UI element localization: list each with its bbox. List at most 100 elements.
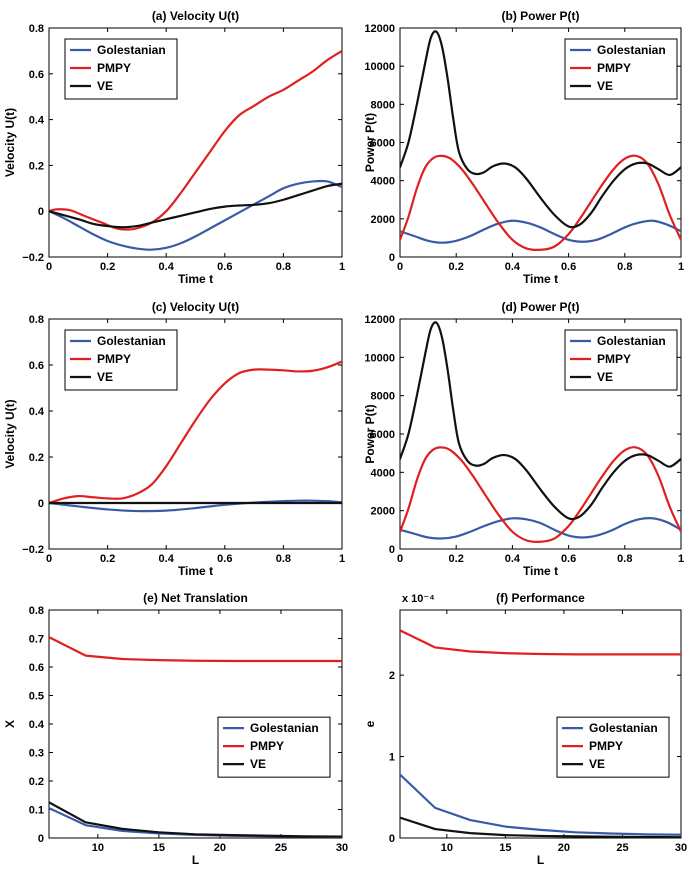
series-group	[49, 360, 342, 513]
x-tick-label: 0.2	[449, 261, 464, 273]
x-tick-label: 0.8	[617, 261, 632, 273]
scale-note: x 10⁻⁴	[402, 593, 435, 605]
y-tick-label: 0.5	[29, 691, 44, 703]
series-group	[400, 629, 681, 838]
y-tick-label: −0.2	[22, 252, 44, 264]
series-line-ve	[400, 30, 681, 229]
y-tick-label: 0.2	[29, 776, 44, 788]
y-tick-label: 0.6	[29, 662, 44, 674]
series-line-ve	[49, 182, 342, 229]
panel-a: (a) Velocity U(t)0 0.2 0.4 0.6 0.8 1−0.200.20…	[3, 9, 345, 286]
x-tick-label: 1	[678, 553, 684, 565]
series-group	[49, 635, 342, 838]
x-tick-label: 20	[558, 842, 570, 854]
y-tick-label: 8000	[371, 391, 395, 403]
x-axis-label: L	[192, 853, 199, 867]
y-tick-label: 0.8	[29, 605, 44, 617]
y-tick-label: 0	[389, 252, 395, 264]
y-axis-label: X	[3, 720, 17, 728]
x-tick-label: 0.2	[100, 261, 115, 273]
y-tick-label: 10000	[364, 61, 395, 73]
legend-label-pmpy: PMPY	[597, 61, 631, 75]
x-tick-label: 0	[397, 261, 403, 273]
x-tick-label: 0	[46, 553, 52, 565]
y-tick-label: 0	[389, 833, 395, 845]
legend-label-ve: VE	[97, 370, 113, 384]
series-line-pmpy	[400, 446, 681, 543]
y-tick-label: 0	[389, 544, 395, 556]
series-line-ve	[49, 801, 342, 838]
series-line-ve	[400, 321, 681, 521]
y-tick-label: 0.4	[29, 115, 45, 127]
series-line-golestanian	[400, 773, 681, 836]
panel-title: (d) Power P(t)	[502, 300, 580, 314]
y-tick-label: 0.4	[29, 719, 45, 731]
y-axis-label: Velocity U(t)	[3, 399, 17, 468]
x-tick-label: 0.4	[505, 261, 521, 273]
panel-title: (e) Net Translation	[143, 591, 248, 605]
y-tick-label: 4000	[371, 467, 395, 479]
x-axis-label: Time t	[178, 272, 213, 286]
panel-title: (b) Power P(t)	[502, 9, 580, 23]
y-tick-label: 0	[38, 833, 44, 845]
series-group	[400, 321, 681, 543]
x-tick-label: 25	[616, 842, 628, 854]
x-tick-label: 0.6	[561, 261, 576, 273]
x-tick-label: 30	[336, 842, 348, 854]
legend-label-golestanian: Golestanian	[97, 43, 166, 57]
panel-title: (f) Performance	[496, 591, 585, 605]
legend: Golestanian PMPY VE	[217, 716, 331, 778]
y-tick-label: 0.8	[29, 23, 44, 35]
x-tick-label: 0.6	[217, 553, 232, 565]
y-tick-label: 6000	[371, 138, 395, 150]
legend: Golestanian PMPY VE	[64, 329, 178, 391]
y-axis-label: Power P(t)	[363, 404, 377, 463]
legend: Golestanian PMPY VE	[556, 716, 670, 778]
plot-frame	[48, 318, 343, 550]
series-line-ve	[400, 816, 681, 838]
x-tick-label: 1	[339, 261, 345, 273]
x-axis-label: Time t	[523, 564, 558, 578]
x-tick-label: 0.8	[276, 261, 291, 273]
series-line-golestanian	[49, 179, 342, 251]
y-tick-label: 0.7	[29, 634, 44, 646]
y-tick-label: 8000	[371, 99, 395, 111]
legend-label-pmpy: PMPY	[97, 352, 131, 366]
plot-frame	[399, 609, 682, 839]
legend: Golestanian PMPY VE	[564, 329, 678, 391]
panel-e: (e) Net Translation 10 15 20 25 30 0 0.1 0.2 0.3 0…	[3, 591, 348, 867]
legend-label-ve: VE	[250, 757, 266, 771]
series-group	[400, 30, 681, 252]
series-line-golestanian	[49, 806, 342, 838]
legend-label-golestanian: Golestanian	[97, 334, 166, 348]
y-axis-label: Velocity U(t)	[3, 108, 17, 177]
y-tick-label: −0.2	[22, 544, 44, 556]
series-line-pmpy	[400, 154, 681, 252]
y-tick-label: 0.2	[29, 452, 44, 464]
series-group	[49, 49, 342, 251]
y-tick-label: 0.6	[29, 360, 44, 372]
series-line-pmpy	[49, 360, 342, 505]
panel-d: (d) Power P(t) 0 0.2 0.4 0.6 0.8 1 0 2000 4000 600…	[363, 300, 684, 578]
x-tick-label: 0.4	[159, 261, 175, 273]
legend: Golestanian PMPY VE	[564, 38, 678, 100]
y-tick-label: 0.8	[29, 314, 44, 326]
series-line-golestanian	[400, 219, 681, 244]
legend-label-ve: VE	[597, 370, 613, 384]
y-tick-label: 0.3	[29, 748, 44, 760]
series-line-golestanian	[400, 517, 681, 540]
legend-label-golestanian: Golestanian	[250, 721, 319, 735]
y-tick-label: 0.2	[29, 160, 44, 172]
y-axis-label: e	[363, 720, 377, 727]
x-tick-label: 20	[214, 842, 226, 854]
legend-label-pmpy: PMPY	[589, 739, 623, 753]
x-tick-label: 0	[46, 261, 52, 273]
panel-title: (a) Velocity U(t)	[152, 9, 239, 23]
y-tick-label: 0.6	[29, 69, 44, 81]
x-tick-label: 0.6	[217, 261, 232, 273]
panel-b: (b) Power P(t) 0 0.2 0.4 0.6 0.8 1 0 2000 4000 600…	[363, 9, 684, 286]
series-line-pmpy	[49, 635, 342, 663]
legend-label-golestanian: Golestanian	[597, 43, 666, 57]
legend: Golestanian PMPY VE	[64, 38, 178, 100]
